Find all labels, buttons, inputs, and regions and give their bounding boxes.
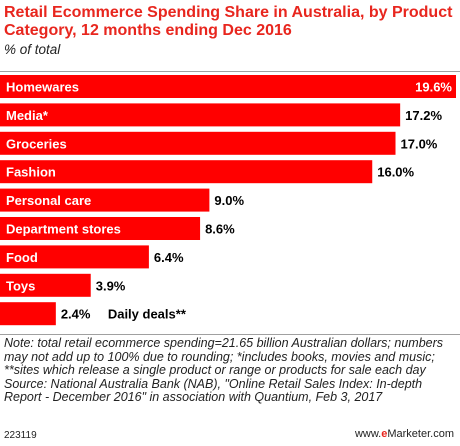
- category-label: Personal care: [6, 193, 91, 208]
- value-label: 8.6%: [205, 222, 235, 237]
- bar-department-stores: [0, 217, 201, 240]
- chart-id: 223119: [4, 430, 37, 441]
- category-label: Fashion: [6, 165, 56, 180]
- chart-subtitle: % of total: [4, 42, 61, 57]
- value-label: 17.0%: [401, 136, 438, 151]
- value-label: 9.0%: [214, 193, 244, 208]
- category-label: Groceries: [6, 136, 67, 151]
- bar-homewares: [0, 75, 456, 98]
- bar-media: [0, 103, 401, 127]
- value-label: 19.6%: [415, 80, 452, 95]
- site-credit: www.eMarketer.com: [355, 428, 454, 440]
- notes-divider: [0, 334, 460, 335]
- site-prefix: www.: [354, 428, 382, 440]
- value-label: 17.2%: [405, 108, 442, 123]
- note-text: Note: total retail ecommerce spending=21…: [4, 336, 444, 378]
- category-label: Food: [6, 250, 38, 265]
- bar-groceries: [0, 131, 396, 155]
- value-label: 6.4%: [154, 250, 184, 265]
- value-label: 3.9%: [96, 278, 126, 293]
- value-label: 16.0%: [377, 165, 414, 180]
- chart-notes: Note: total retail ecommerce spending=21…: [4, 336, 456, 405]
- site-suffix: Marketer.com: [387, 428, 454, 440]
- source-text: Source: National Australia Bank (NAB), "…: [4, 376, 423, 405]
- bar-toys: [0, 273, 91, 297]
- bar-personal-care: [0, 188, 210, 212]
- category-label: Toys: [6, 278, 35, 293]
- site-brand-e: e: [381, 428, 388, 440]
- category-label: Media*: [6, 108, 49, 123]
- bar-fashion: [0, 160, 373, 184]
- category-label: Homewares: [6, 80, 79, 95]
- category-label: Department stores: [6, 222, 121, 237]
- bar-daily-deals: [0, 302, 56, 326]
- bar-food: [0, 245, 149, 269]
- category-label: Daily deals**: [108, 307, 187, 322]
- top-divider: [0, 71, 460, 72]
- chart-title: Retail Ecommerce Spending Share in Austr…: [4, 4, 453, 39]
- value-label: 2.4%: [61, 307, 91, 322]
